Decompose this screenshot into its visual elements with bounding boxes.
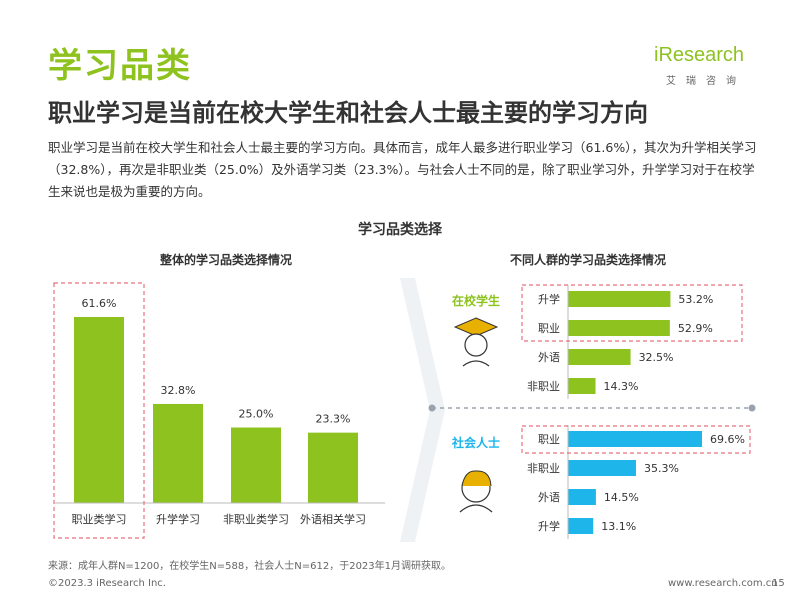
hbar-category-label: 升学 [538, 292, 560, 306]
page-number: 15 [772, 578, 785, 589]
hbar-category-label: 外语 [538, 351, 560, 364]
chart-main-title: 学习品类选择 [358, 222, 442, 238]
bar-value-label: 25.0% [239, 408, 274, 421]
separator-dot-right [748, 404, 756, 412]
hbar-value-label: 13.1% [601, 520, 636, 533]
student-face [464, 333, 488, 357]
highlight-box-left [53, 282, 145, 539]
hbar-category-label: 职业 [538, 433, 560, 446]
hbar-2-4 [568, 518, 594, 534]
hbar-value-label: 14.5% [604, 491, 639, 504]
hbar-value-label: 52.9% [678, 322, 713, 335]
bar-value-label: 23.3% [316, 413, 351, 426]
section-title: 学习品类 [48, 46, 192, 86]
student-shoulders [462, 360, 490, 367]
hbar-value-label: 69.6% [710, 433, 745, 446]
bar-value-label: 61.6% [82, 297, 117, 310]
hbar-1-2 [568, 320, 670, 336]
bar-1 [74, 317, 124, 503]
hbar-1-1 [568, 291, 671, 307]
hbar-1-4 [568, 378, 596, 394]
iresearch-logo: iResearch 艾瑞咨询 [652, 42, 762, 94]
hbar-1-3 [568, 349, 631, 365]
bar-3 [231, 427, 281, 503]
source-note: 来源：成年人群N=1200，在校学生N=588，社会人士N=612，于2023年… [48, 561, 452, 572]
group-label-adults: 社会人士 [451, 435, 500, 450]
x-tick-label: 升学学习 [156, 512, 200, 526]
right-chart-title: 不同人群的学习品类选择情况 [510, 253, 667, 267]
left-chart-title: 整体的学习品类选择情况 [160, 253, 293, 267]
hbar-category-label: 非职业 [527, 380, 560, 393]
x-tick-label: 职业类学习 [72, 512, 127, 526]
hbar-category-label: 外语 [538, 491, 560, 504]
body-paragraph: 职业学习是当前在校大学生和社会人士最主要的学习方向。具体而言，成年人最多进行职业… [48, 140, 757, 199]
separator-dot-left [428, 404, 436, 412]
x-tick-label: 外语相关学习 [300, 512, 366, 526]
highlight-box-adults [521, 425, 751, 454]
hbar-value-label: 53.2% [678, 293, 713, 306]
hbar-category-label: 职业 [538, 322, 560, 335]
adult-shoulders [459, 504, 493, 513]
hbar-value-label: 14.3% [604, 380, 639, 393]
bar-2 [153, 403, 203, 503]
bar-4 [308, 432, 358, 503]
hbar-value-label: 32.5% [639, 351, 674, 364]
footer-url: www.research.com.cn [668, 578, 778, 589]
group-label-students: 在校学生 [452, 293, 500, 308]
hbar-category-label: 升学 [538, 519, 560, 533]
page-headline: 职业学习是当前在校大学生和社会人士最主要的学习方向 [48, 99, 648, 127]
logo-subtitle: 艾瑞咨询 [666, 76, 746, 87]
logo-word: iResearch [654, 44, 745, 66]
highlight-box-students [521, 284, 743, 342]
hbar-2-1 [568, 431, 702, 447]
bar-value-label: 32.8% [161, 384, 196, 397]
x-tick-label: 非职业类学习 [223, 512, 289, 526]
hbar-2-3 [568, 489, 596, 505]
chevron-arrow [400, 278, 445, 542]
footer-copyright: ©2023.3 iResearch Inc. [48, 578, 166, 589]
hbar-2-2 [568, 460, 636, 476]
hbar-value-label: 35.3% [644, 462, 679, 475]
adult-hair [461, 470, 492, 487]
hbar-category-label: 非职业 [527, 462, 560, 475]
student-icon [453, 317, 499, 337]
